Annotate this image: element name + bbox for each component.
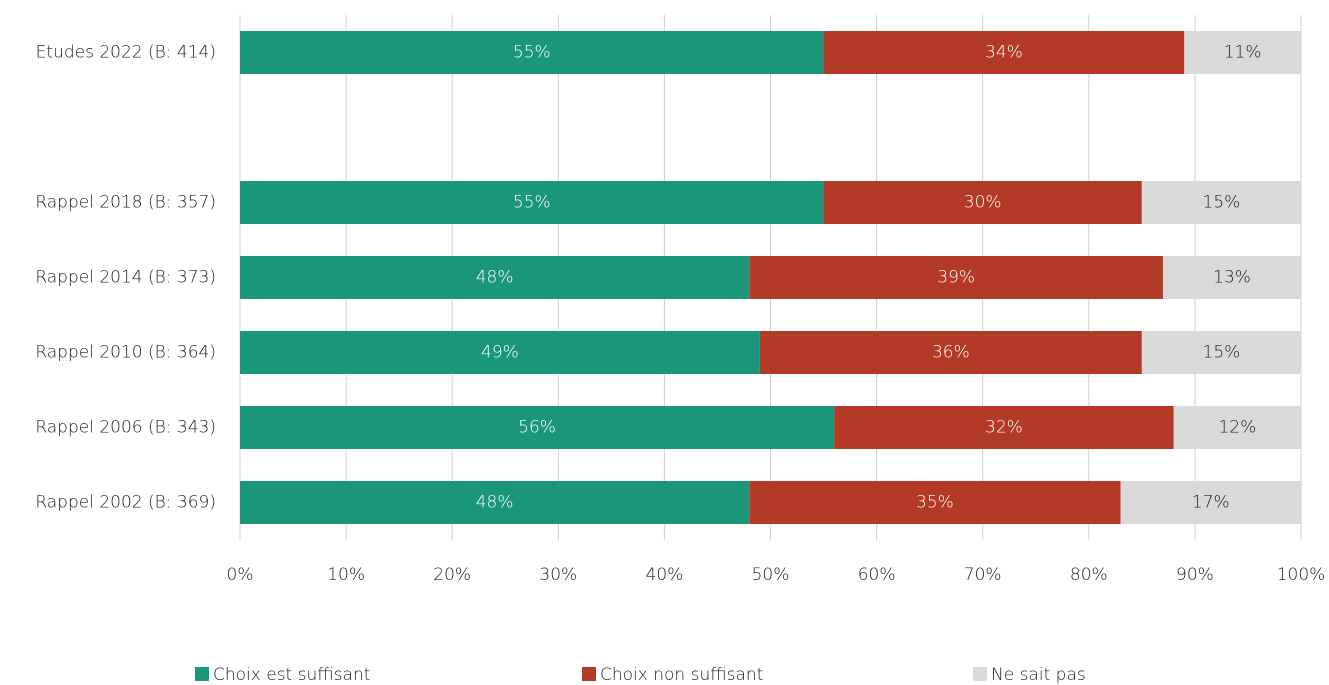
x-tick-label: 80% (1070, 565, 1108, 585)
value-label: 17% (1192, 493, 1230, 513)
bar-segment (823, 31, 1185, 74)
legend-label: Choix est suffisant (213, 665, 370, 685)
x-tick-label: 0% (227, 565, 254, 585)
value-label: 55% (513, 43, 551, 63)
bar-segment (240, 406, 835, 449)
x-tick-label: 60% (858, 565, 896, 585)
bar-segment (240, 331, 760, 374)
bar-segment (240, 31, 824, 74)
value-label: 15% (1203, 193, 1241, 213)
legend-label: Choix non suffisant (600, 665, 763, 685)
value-label: 36% (932, 343, 970, 363)
y-tick-label: Rappel 2014 (B: 373) (35, 268, 216, 288)
bar-segment (823, 181, 1142, 224)
bar-segment (1141, 331, 1301, 374)
bar-segment (834, 406, 1174, 449)
bar-segment (240, 181, 824, 224)
value-label: 49% (481, 343, 519, 363)
value-label: 15% (1203, 343, 1241, 363)
value-label: 48% (476, 268, 514, 288)
bar-segment (1163, 256, 1301, 299)
x-tick-label: 50% (752, 565, 790, 585)
bar-segment (240, 481, 750, 524)
value-label: 35% (916, 493, 954, 513)
bar-segment (749, 256, 1164, 299)
legend-swatch (582, 667, 596, 681)
x-tick-label: 40% (646, 565, 684, 585)
y-tick-label: Rappel 2010 (B: 364) (35, 343, 216, 363)
x-tick-label: 70% (964, 565, 1002, 585)
value-label: 55% (513, 193, 551, 213)
legend-swatch (195, 667, 209, 681)
value-label: 11% (1224, 43, 1262, 63)
value-label: 48% (476, 493, 514, 513)
x-tick-label: 10% (327, 565, 365, 585)
x-tick-label: 20% (433, 565, 471, 585)
y-tick-label: Rappel 2002 (B: 369) (35, 493, 216, 513)
value-label: 12% (1218, 418, 1256, 438)
bar-segment (240, 256, 750, 299)
legend-swatch (973, 667, 987, 681)
value-label: 32% (985, 418, 1023, 438)
legend-label: Ne sait pas (991, 665, 1086, 685)
bar-segment (1120, 481, 1301, 524)
x-tick-label: 100% (1277, 565, 1326, 585)
x-tick-label: 90% (1176, 565, 1214, 585)
value-label: 56% (518, 418, 556, 438)
value-label: 39% (937, 268, 975, 288)
y-tick-label: Rappel 2018 (B: 357) (35, 193, 216, 213)
y-tick-label: Etudes 2022 (B: 414) (36, 43, 216, 63)
value-label: 30% (964, 193, 1002, 213)
bar-segment (759, 331, 1142, 374)
y-tick-label: Rappel 2006 (B: 343) (35, 418, 216, 438)
value-label: 13% (1213, 268, 1251, 288)
bar-segment (749, 481, 1121, 524)
bar-segment (1184, 31, 1301, 74)
bar-segment (1173, 406, 1301, 449)
value-label: 34% (985, 43, 1023, 63)
bar-segment (1141, 181, 1301, 224)
x-tick-label: 30% (539, 565, 577, 585)
